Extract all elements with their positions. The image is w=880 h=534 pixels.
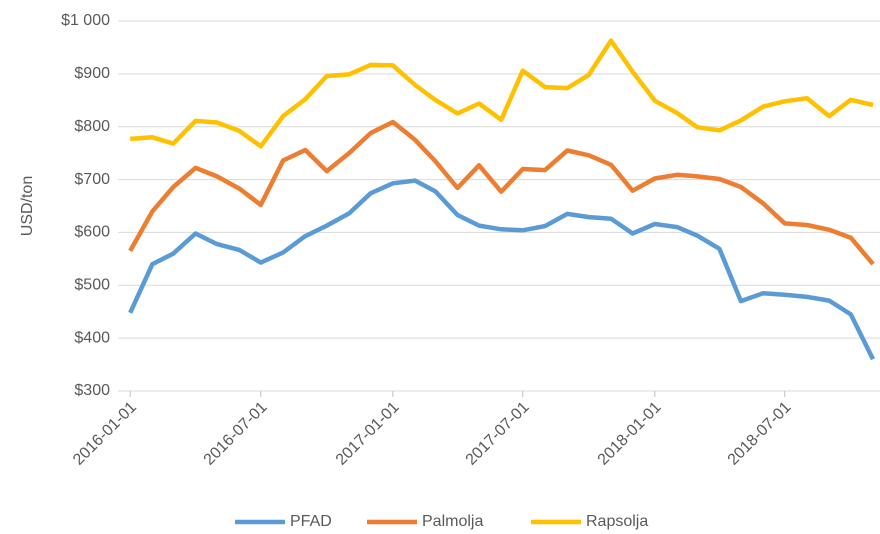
legend-label: Palmolja xyxy=(422,513,483,530)
y-tick-label: $900 xyxy=(74,65,110,82)
legend-label: PFAD xyxy=(290,513,332,530)
y-tick-label: $500 xyxy=(74,277,110,294)
x-tick-label: 2018-01-01 xyxy=(595,399,665,469)
x-tick-label: 2017-07-01 xyxy=(463,399,533,469)
y-tick-label: $600 xyxy=(74,224,110,241)
x-tick-label: 2016-07-01 xyxy=(201,399,271,469)
y-tick-label: $300 xyxy=(74,382,110,399)
series-line xyxy=(130,38,874,149)
plot-area xyxy=(128,38,876,361)
y-tick-label: $800 xyxy=(74,118,110,135)
y-tick-label: $400 xyxy=(74,329,110,346)
x-tick-label: 2018-07-01 xyxy=(725,399,795,469)
series-line xyxy=(128,178,876,361)
x-tick-label: 2017-01-01 xyxy=(333,399,403,469)
y-tick-label: $1 000 xyxy=(61,12,110,29)
series-line xyxy=(128,119,875,266)
legend-label: Rapsolja xyxy=(586,513,648,530)
y-tick-label: $700 xyxy=(74,171,110,188)
x-tick-label: 2016-01-01 xyxy=(70,399,140,469)
y-axis-label: USD/ton xyxy=(19,176,36,236)
